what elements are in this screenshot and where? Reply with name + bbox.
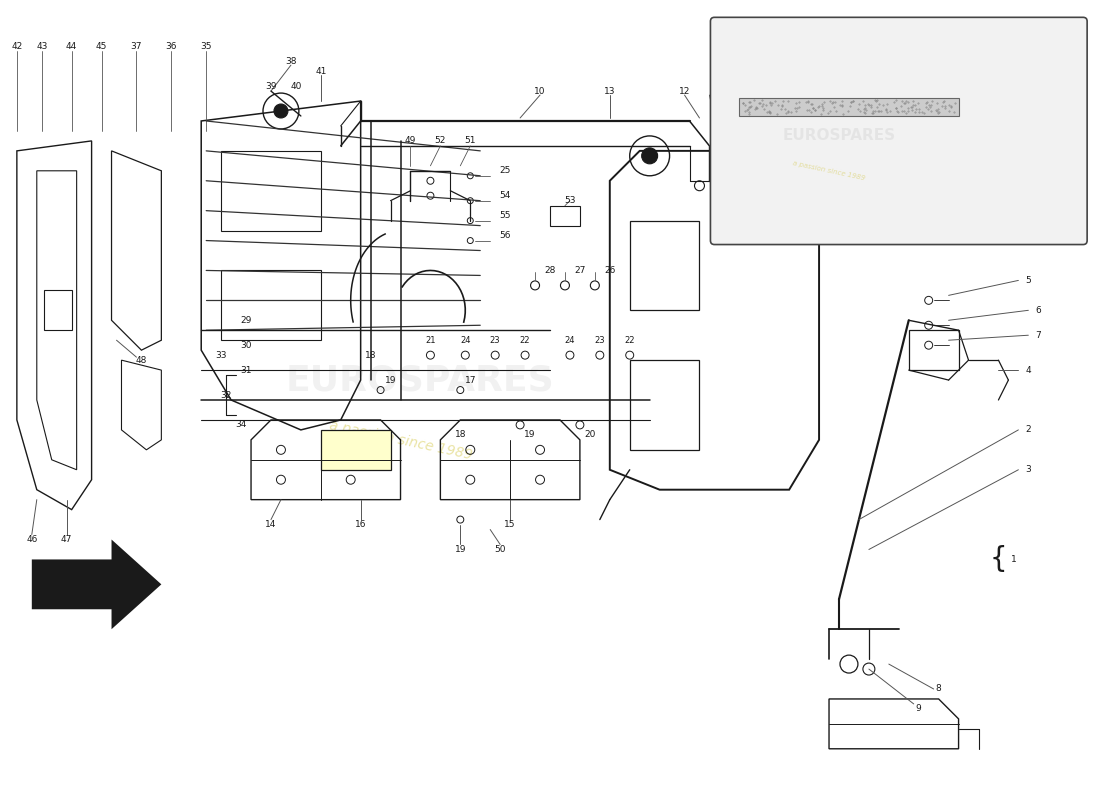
Text: 15: 15 — [505, 520, 516, 529]
Text: 52: 52 — [434, 137, 447, 146]
Text: a passion since 1989: a passion since 1989 — [792, 160, 866, 182]
Text: 24: 24 — [564, 336, 575, 345]
Text: EUROSPARES: EUROSPARES — [286, 363, 554, 397]
Text: 51: 51 — [464, 137, 476, 146]
FancyBboxPatch shape — [711, 18, 1087, 245]
Text: 22: 22 — [625, 336, 635, 345]
Text: 50: 50 — [494, 545, 506, 554]
Text: 26: 26 — [604, 266, 616, 275]
Text: 35: 35 — [200, 42, 212, 50]
Text: 30: 30 — [240, 341, 252, 350]
Circle shape — [641, 148, 658, 164]
Text: 19: 19 — [454, 545, 466, 554]
Text: 47: 47 — [60, 535, 73, 544]
Text: 18: 18 — [365, 350, 376, 360]
Text: 25: 25 — [499, 166, 510, 175]
Text: 38: 38 — [285, 57, 297, 66]
Text: 19: 19 — [525, 430, 536, 439]
Text: 24: 24 — [460, 336, 471, 345]
Text: 27: 27 — [574, 266, 585, 275]
Polygon shape — [32, 539, 162, 630]
Text: 37: 37 — [131, 42, 142, 50]
Text: 6: 6 — [1035, 306, 1042, 315]
Text: 23: 23 — [594, 336, 605, 345]
Text: 8: 8 — [936, 685, 942, 694]
FancyBboxPatch shape — [321, 430, 390, 470]
Text: 34: 34 — [235, 421, 246, 430]
Text: 36: 36 — [166, 42, 177, 50]
Text: 41: 41 — [315, 66, 327, 76]
Text: 45: 45 — [96, 42, 108, 50]
Text: 17: 17 — [464, 375, 476, 385]
Text: 18: 18 — [454, 430, 466, 439]
Text: 32: 32 — [220, 390, 232, 399]
Text: {: { — [990, 546, 1008, 574]
Text: 10: 10 — [783, 51, 795, 61]
Text: 20: 20 — [584, 430, 595, 439]
Text: 5: 5 — [1025, 276, 1031, 285]
Text: Old solution: Old solution — [879, 214, 958, 227]
Text: 53: 53 — [564, 196, 575, 205]
Text: 31: 31 — [240, 366, 252, 374]
Text: 23: 23 — [490, 336, 500, 345]
Text: 16: 16 — [355, 520, 366, 529]
Text: 12: 12 — [679, 86, 690, 95]
Text: 39: 39 — [265, 82, 277, 90]
Text: 10: 10 — [535, 86, 546, 95]
Text: 22: 22 — [520, 336, 530, 345]
Text: 11: 11 — [708, 86, 720, 95]
Text: EUROSPARES: EUROSPARES — [782, 129, 895, 143]
Text: 54: 54 — [499, 191, 510, 200]
Text: 42: 42 — [11, 42, 22, 50]
Text: 40: 40 — [290, 82, 301, 90]
Text: a passion since 1989: a passion since 1989 — [328, 418, 473, 462]
Text: 4: 4 — [1025, 366, 1031, 374]
Text: 21: 21 — [426, 336, 436, 345]
Text: 7: 7 — [1035, 330, 1042, 340]
Text: 13: 13 — [604, 86, 616, 95]
Text: 9: 9 — [916, 705, 922, 714]
Text: 33: 33 — [216, 350, 227, 360]
Text: 49: 49 — [405, 137, 416, 146]
Text: Soluzione superata: Soluzione superata — [855, 199, 982, 212]
Text: 55: 55 — [499, 211, 510, 220]
FancyBboxPatch shape — [739, 98, 958, 116]
Text: 43: 43 — [36, 42, 47, 50]
Circle shape — [274, 104, 288, 118]
Text: 56: 56 — [499, 231, 510, 240]
Text: 1: 1 — [1011, 555, 1016, 564]
Text: 19: 19 — [385, 375, 396, 385]
Text: 2: 2 — [1025, 426, 1031, 434]
Text: 29: 29 — [241, 316, 252, 325]
Text: 44: 44 — [66, 42, 77, 50]
Text: 46: 46 — [26, 535, 37, 544]
Text: 48: 48 — [135, 356, 147, 365]
Text: 14: 14 — [265, 520, 277, 529]
Text: 3: 3 — [1025, 466, 1031, 474]
Text: 28: 28 — [544, 266, 556, 275]
